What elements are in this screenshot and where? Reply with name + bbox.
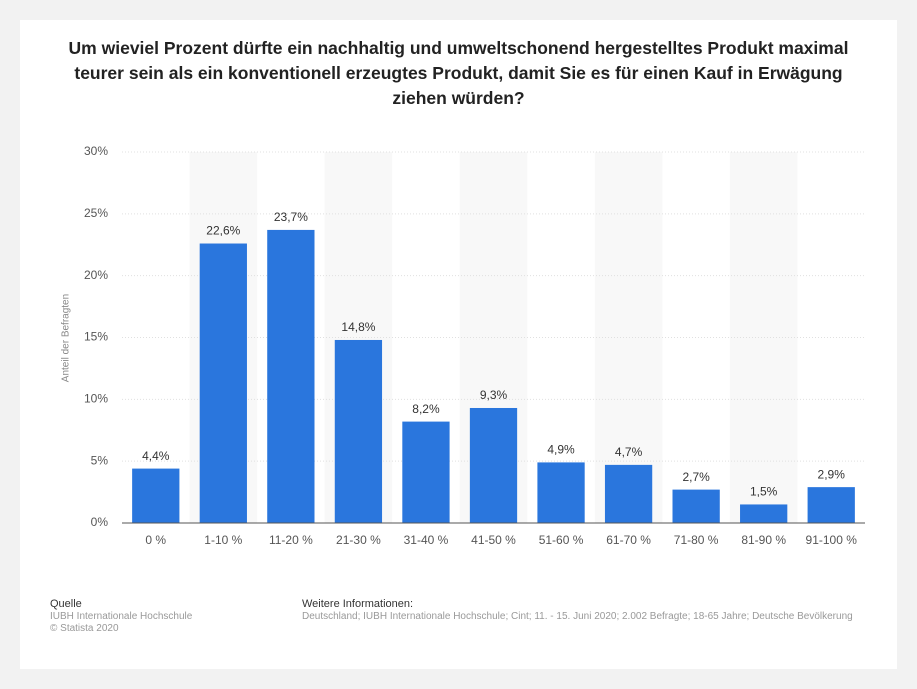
column-shade [729,152,798,523]
chart-title: Um wieviel Prozent dürfte ein nachhaltig… [68,38,849,108]
value-label: 1,5% [750,485,778,499]
y-axis-label: Anteil der Befragten [61,294,72,382]
bar [469,407,518,523]
value-label: 14,8% [341,320,375,334]
x-tick-label: 11-20 % [269,533,313,547]
x-tick-label: 91-100 % [806,533,858,547]
source-title: Quelle [50,598,82,610]
source-block: Quelle IUBH Internationale Hochschule © … [50,598,192,635]
bar [132,468,180,523]
x-tick-label: 0 % [145,533,166,547]
x-tick-label: 71-80 % [674,533,719,547]
y-tick-label: 0% [91,515,109,529]
x-tick-label: 21-30 % [336,533,381,547]
bar [334,339,383,523]
bar [199,243,247,523]
y-tick-label: 5% [91,453,109,467]
x-tick-label: 81-90 % [741,533,786,547]
value-label: 9,3% [480,388,508,402]
bar [402,421,450,523]
y-tick-label: 20% [84,268,108,282]
info-block: Weitere Informationen: Deutschland; IUBH… [302,598,868,623]
value-label: 2,7% [682,470,710,484]
value-label: 23,7% [274,210,308,224]
x-tick-label: 1-10 % [204,533,242,547]
bar [267,229,315,523]
y-tick-label: 10% [84,392,108,406]
info: Deutschland; IUBH Internationale Hochsch… [302,611,853,622]
bar [740,504,788,523]
bar [807,487,855,523]
y-tick-label: 25% [84,206,108,220]
y-tick-label: 15% [84,330,108,344]
x-tick-label: 31-40 % [404,533,449,547]
column-shade [594,152,663,523]
y-tick-label: 30% [84,144,108,158]
value-label: 4,9% [547,443,575,457]
copyright: © Statista 2020 [50,623,119,634]
x-tick-label: 61-70 % [606,533,651,547]
x-tick-label: 41-50 % [471,533,516,547]
value-label: 2,9% [818,467,846,481]
x-tick-label: 51-60 % [539,533,584,547]
value-label: 4,4% [142,449,170,463]
bar [604,464,653,523]
value-label: 22,6% [206,224,240,238]
source: IUBH Internationale Hochschule [50,611,193,622]
bar [537,462,585,523]
value-label: 4,7% [615,445,643,459]
value-label: 8,2% [412,402,440,416]
info-title: Weitere Informationen: [302,598,414,610]
bar [672,489,720,523]
